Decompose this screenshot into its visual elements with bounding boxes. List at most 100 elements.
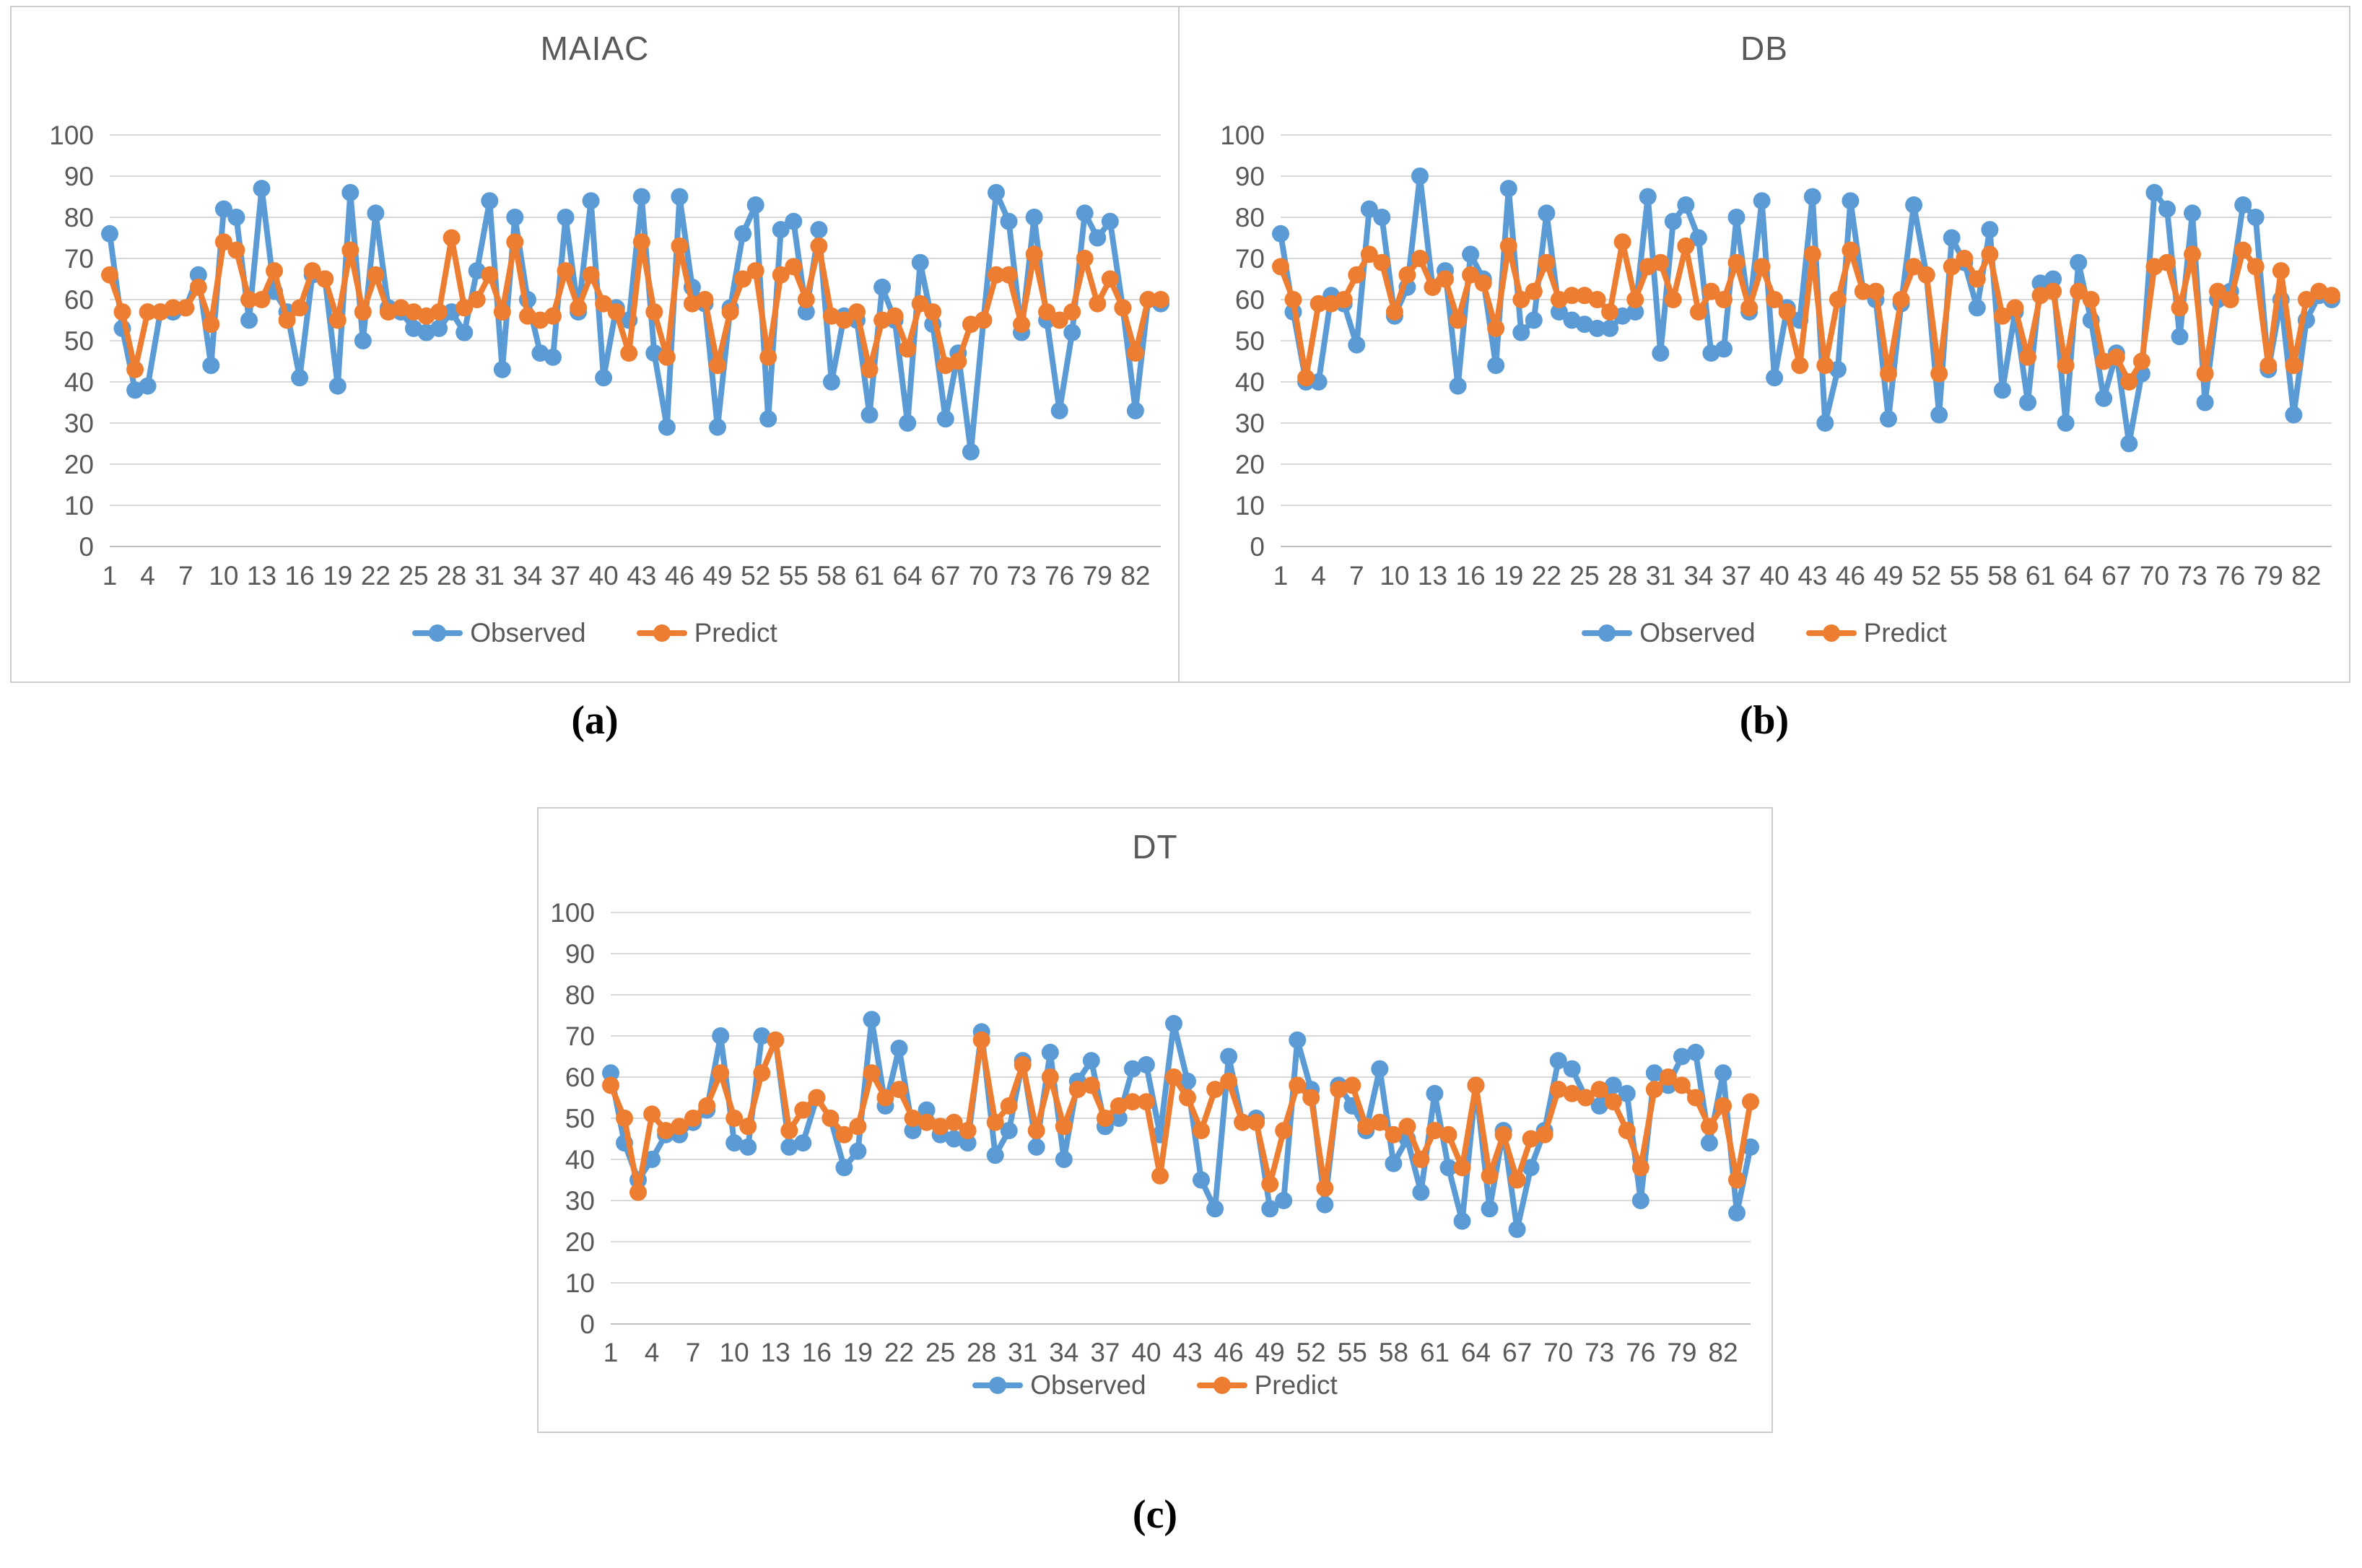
svg-text:60: 60 [565,1063,595,1092]
svg-text:22: 22 [884,1338,914,1367]
svg-text:16: 16 [285,561,315,591]
svg-text:70: 70 [565,1022,595,1051]
svg-text:55: 55 [1950,561,1979,591]
svg-text:73: 73 [1585,1338,1614,1367]
svg-text:49: 49 [1873,561,1903,591]
maiac-chart-title: MAIAC [540,30,650,67]
svg-text:40: 40 [1760,561,1790,591]
svg-text:60: 60 [1235,285,1265,315]
svg-text:1: 1 [103,561,118,591]
maiac-legend-label-predict: Predict [694,618,777,648]
svg-text:43: 43 [1797,561,1827,591]
svg-text:52: 52 [1297,1338,1326,1367]
svg-text:50: 50 [64,326,94,356]
svg-text:0: 0 [580,1310,595,1339]
svg-text:60: 60 [64,285,94,315]
chart-maiac: 0 10 20 30 40 50 60 70 80 90 100 1 4 7 10 13 16 19 22 25 28 3… [10,6,1180,683]
svg-text:13: 13 [761,1338,790,1367]
svg-text:70: 70 [969,561,998,591]
svg-text:70: 70 [1235,244,1265,274]
svg-text:90: 90 [1235,162,1265,191]
svg-text:10: 10 [1380,561,1409,591]
svg-text:19: 19 [843,1338,873,1367]
svg-text:80: 80 [1235,203,1265,232]
svg-text:28: 28 [967,1338,996,1367]
db-chart-title: DB [1740,30,1788,67]
db-legend: Observed Predict [1180,618,2349,648]
svg-text:43: 43 [1172,1338,1202,1367]
svg-text:1: 1 [603,1338,619,1367]
svg-text:67: 67 [1502,1338,1532,1367]
svg-text:80: 80 [64,203,94,232]
svg-text:10: 10 [720,1338,749,1367]
svg-text:49: 49 [1255,1338,1285,1367]
svg-text:4: 4 [645,1338,660,1367]
svg-text:13: 13 [247,561,276,591]
svg-text:70: 70 [64,244,94,274]
svg-text:16: 16 [1456,561,1486,591]
svg-text:0: 0 [79,532,94,562]
svg-text:4: 4 [1311,561,1326,591]
svg-text:20: 20 [64,450,94,479]
svg-text:40: 40 [1131,1338,1161,1367]
svg-text:16: 16 [802,1338,832,1367]
svg-text:40: 40 [565,1145,595,1175]
svg-text:58: 58 [1987,561,2017,591]
svg-text:30: 30 [64,409,94,438]
svg-text:4: 4 [140,561,155,591]
dt-legend-item-observed: Observed [972,1370,1146,1401]
svg-text:76: 76 [2215,561,2245,591]
predict-line-marker-icon [636,624,687,643]
svg-text:25: 25 [398,561,428,591]
svg-text:73: 73 [2177,561,2207,591]
svg-text:100: 100 [550,898,595,928]
db-legend-label-observed: Observed [1639,618,1756,648]
svg-text:28: 28 [1608,561,1637,591]
svg-text:34: 34 [1683,561,1713,591]
svg-text:7: 7 [686,1338,701,1367]
svg-text:58: 58 [1379,1338,1408,1367]
svg-text:52: 52 [1912,561,1941,591]
svg-text:19: 19 [1494,561,1523,591]
svg-text:55: 55 [779,561,809,591]
svg-text:50: 50 [1235,326,1265,356]
svg-text:40: 40 [1235,367,1265,397]
subfigure-label-a: (a) [571,698,619,743]
svg-text:1: 1 [1273,561,1289,591]
svg-text:46: 46 [1836,561,1865,591]
maiac-legend-item-observed: Observed [412,618,586,648]
svg-text:61: 61 [1420,1338,1450,1367]
dt-plot-area: 0 10 20 30 40 50 60 70 80 90 100 1 4 7 10 13 16 19 22 25 28 3… [550,898,1759,1367]
svg-text:64: 64 [893,561,923,591]
maiac-legend-item-predict: Predict [636,618,777,648]
maiac-legend-label-observed: Observed [470,618,586,648]
dt-legend-label-predict: Predict [1254,1370,1338,1400]
svg-text:30: 30 [565,1186,595,1216]
svg-text:80: 80 [565,980,595,1010]
svg-text:100: 100 [49,121,94,150]
svg-text:7: 7 [178,561,193,591]
svg-text:20: 20 [1235,450,1265,479]
chart-dt: 0 10 20 30 40 50 60 70 80 90 100 1 4 7 10 13 16 19 22 25 28 3… [537,807,1773,1433]
svg-text:61: 61 [855,561,884,591]
svg-text:64: 64 [1461,1338,1491,1367]
predict-line-marker-icon [1805,624,1857,643]
svg-text:31: 31 [475,561,505,591]
db-legend-item-predict: Predict [1805,618,1947,648]
observed-line-marker-icon [412,624,463,643]
svg-text:100: 100 [1220,121,1265,150]
svg-text:43: 43 [627,561,656,591]
svg-text:46: 46 [1214,1338,1244,1367]
maiac-legend: Observed Predict [12,618,1178,648]
svg-text:90: 90 [565,939,595,969]
svg-text:52: 52 [741,561,770,591]
predict-line-marker-icon [1196,1376,1247,1395]
svg-text:31: 31 [1008,1338,1037,1367]
svg-text:22: 22 [361,561,391,591]
subfigure-label-b: (b) [1739,698,1790,743]
maiac-plot-area: 0 10 20 30 40 50 60 70 80 90 100 1 4 7 10 13 16 19 22 25 28 3… [49,121,1169,591]
dt-chart-title: DT [1132,828,1178,866]
dt-legend-label-observed: Observed [1030,1370,1146,1400]
svg-text:0: 0 [1250,532,1265,562]
